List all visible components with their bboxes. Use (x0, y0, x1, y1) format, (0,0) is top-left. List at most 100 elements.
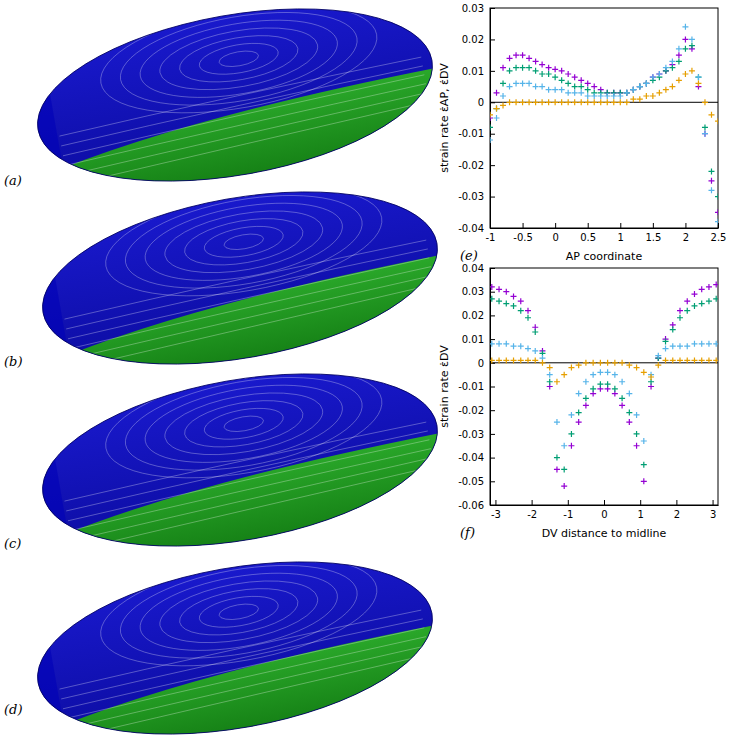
flow-line (155, 570, 322, 653)
tick-label: 0.02 (462, 310, 484, 321)
series (490, 282, 718, 489)
data-point (507, 84, 513, 90)
tick-label: 0.03 (462, 286, 484, 297)
data-point (706, 357, 712, 363)
data-point (591, 93, 597, 99)
embryo-render (13, 0, 459, 225)
data-point (669, 84, 675, 90)
data-point (706, 298, 712, 304)
data-point (511, 303, 517, 309)
tick-label: -0.5 (513, 232, 533, 243)
tick-mark (490, 410, 495, 411)
data-point (691, 291, 697, 297)
data-point (496, 298, 502, 304)
data-point (590, 360, 596, 366)
data-point (689, 36, 695, 42)
tick-mark (490, 505, 495, 506)
data-point (578, 99, 584, 105)
data-point (604, 93, 610, 99)
tick: 1 (618, 223, 624, 243)
tick-label: 3 (710, 509, 716, 520)
x-axis-title: DV distance to midline (542, 527, 667, 540)
y-axis-title: strain rate ε̇DV (438, 345, 451, 428)
tick-mark (490, 481, 495, 482)
embryo-outline (24, 534, 446, 751)
data-point (650, 74, 656, 80)
flow-line (160, 382, 327, 465)
tick: -0.02 (458, 405, 495, 416)
data-point (676, 77, 682, 83)
flow-line (176, 581, 301, 643)
data-point (670, 343, 676, 349)
flow-line (223, 231, 265, 252)
data-point (708, 178, 714, 184)
tick-mark (676, 500, 677, 505)
data-point (559, 99, 565, 105)
data-point (520, 65, 526, 71)
data-point (559, 68, 565, 74)
data-point (611, 93, 617, 99)
data-point (713, 341, 718, 347)
data-point (565, 71, 571, 77)
data-point (663, 346, 669, 352)
data-point (695, 80, 701, 86)
flow-line (68, 458, 436, 541)
tick: 1.5 (645, 223, 661, 243)
data-point (637, 84, 643, 90)
axis-line (491, 505, 719, 506)
tick: 0 (601, 500, 607, 520)
data-point (663, 338, 669, 344)
tick-mark (490, 228, 495, 229)
tick: -0.03 (458, 191, 495, 202)
data-point (494, 115, 500, 121)
data-point (624, 90, 630, 96)
data-point (655, 362, 661, 368)
tick-mark (588, 223, 589, 228)
data-point (699, 286, 705, 292)
tick-label: -1 (563, 509, 573, 520)
tick: -2 (527, 500, 537, 520)
data-point (494, 90, 500, 96)
data-point (715, 209, 718, 215)
data-point (612, 372, 618, 378)
data-point (663, 65, 669, 71)
data-point (715, 118, 718, 124)
data-point (684, 343, 690, 349)
tick-label: -0.04 (458, 223, 484, 234)
data-point (578, 84, 584, 90)
data-point (670, 327, 676, 333)
data-point (511, 343, 517, 349)
flow-line (60, 628, 427, 709)
tick-label: -3 (491, 509, 501, 520)
tick-mark (490, 39, 495, 40)
data-point (525, 308, 531, 314)
panel-label: (c) (4, 536, 21, 551)
data-point (490, 296, 495, 302)
tick-label: -0.06 (458, 500, 484, 511)
tick: -1 (563, 500, 573, 520)
flow-line (97, 169, 390, 314)
axis: -1-0.500.511.522.5 (486, 223, 727, 243)
tick: 0 (478, 358, 495, 369)
flow-line (197, 591, 281, 632)
data-point (539, 84, 545, 90)
anterior-cap (18, 403, 77, 585)
flow-line (118, 362, 369, 486)
data-point (637, 84, 643, 90)
data-point (626, 419, 632, 425)
data-point (682, 24, 688, 30)
data-point (604, 99, 610, 105)
data-point (526, 65, 532, 71)
tick-label: 2 (683, 232, 689, 243)
data-point (520, 80, 526, 86)
data-point (511, 357, 517, 363)
data-point (624, 90, 630, 96)
data-point (490, 357, 495, 363)
data-point (706, 284, 712, 290)
tick-label: 2.5 (711, 232, 727, 243)
flow-line (134, 7, 343, 111)
data-point (634, 431, 640, 437)
data-point (547, 379, 553, 385)
data-point (691, 357, 697, 363)
tick: 0.02 (462, 34, 495, 45)
